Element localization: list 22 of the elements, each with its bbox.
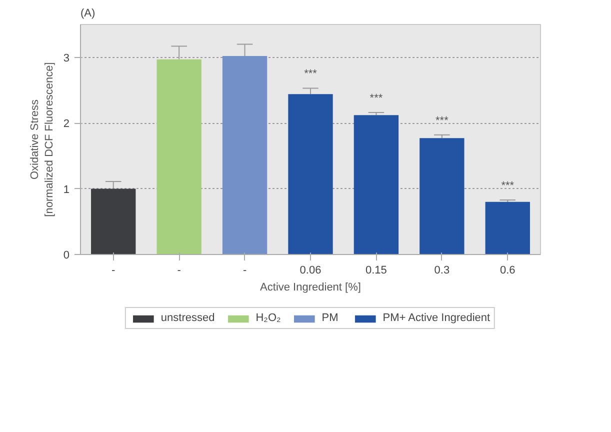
legend-label: PM+ Active Ingredient	[382, 312, 490, 324]
annotation: ***	[501, 180, 515, 192]
y-axis-title: Oxidative Stress [normalized DCF Fluorescence]	[28, 62, 56, 217]
annotation: ***	[370, 92, 384, 105]
x-tick-label: -	[242, 264, 247, 276]
legend-label: H₂O₂	[256, 312, 281, 324]
x-tick-label: -	[177, 264, 182, 276]
x-tick-label: 0.15	[366, 264, 387, 276]
y-tick-label: 1	[63, 184, 70, 196]
annotation: ***	[304, 68, 318, 80]
y-tick-label: 2	[63, 118, 70, 130]
annotation: ***	[436, 114, 450, 127]
x-axis-title: Active Ingredient [%]	[260, 282, 361, 294]
x-tick-label: 0.6	[500, 264, 516, 276]
x-tick-label: 0.06	[300, 264, 322, 276]
x-tick-label: 0.3	[434, 264, 450, 276]
legend-label: unstressed	[160, 312, 215, 324]
legend-label: PM	[322, 312, 340, 324]
y-tick-label: 0	[63, 250, 70, 262]
x-tick-label: -	[112, 264, 116, 276]
y-tick-label: 3	[63, 52, 70, 64]
text: (A)	[80, 8, 96, 20]
